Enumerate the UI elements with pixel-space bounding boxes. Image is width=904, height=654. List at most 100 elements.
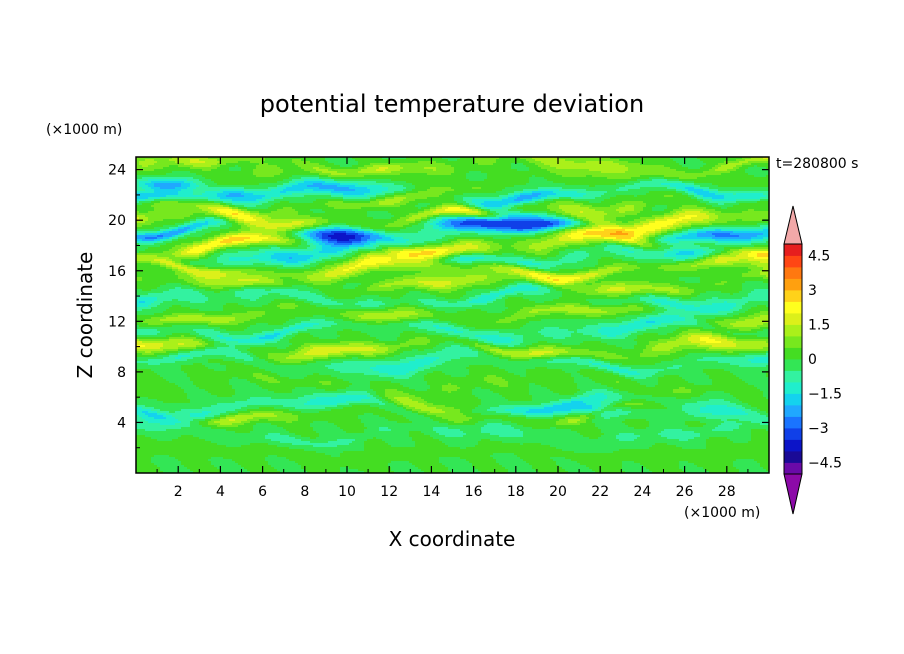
- contour-cell: [766, 187, 769, 190]
- contour-cell: [307, 189, 311, 192]
- contour-cell: [760, 189, 764, 192]
- contour-cell: [178, 195, 182, 198]
- contour-cell: [157, 189, 161, 192]
- contour-cell: [274, 193, 278, 196]
- contour-cell: [766, 199, 769, 202]
- contour-cell: [412, 157, 416, 160]
- contour-cell: [244, 163, 248, 166]
- contour-cell: [508, 165, 512, 168]
- contour-cell: [670, 159, 674, 162]
- contour-cell: [667, 173, 671, 176]
- contour-cell: [349, 203, 353, 206]
- contour-cell: [370, 191, 374, 194]
- contour-cell: [445, 181, 449, 184]
- contour-cell: [559, 163, 563, 166]
- contour-cell: [538, 177, 542, 180]
- contour-cell: [448, 161, 452, 164]
- contour-cell: [469, 165, 473, 168]
- contour-cell: [283, 159, 287, 162]
- contour-cell: [388, 187, 392, 190]
- contour-cell: [499, 169, 503, 172]
- contour-cell: [745, 199, 749, 202]
- contour-cell: [157, 163, 161, 166]
- contour-cell: [400, 195, 404, 198]
- contour-cell: [187, 177, 191, 180]
- contour-cell: [295, 203, 299, 206]
- contour-cell: [184, 167, 188, 170]
- contour-cell: [202, 159, 206, 162]
- contour-cell: [313, 179, 317, 182]
- contour-cell: [754, 163, 758, 166]
- contour-cell: [589, 187, 593, 190]
- contour-cell: [508, 197, 512, 200]
- contour-cell: [571, 171, 575, 174]
- contour-cell: [631, 181, 635, 184]
- contour-cell: [607, 169, 611, 172]
- contour-cell: [364, 189, 368, 192]
- contour-cell: [466, 185, 470, 188]
- contour-cell: [211, 159, 215, 162]
- contour-cell: [598, 201, 602, 204]
- contour-cell: [724, 175, 728, 178]
- contour-cell: [208, 183, 212, 186]
- contour-cell: [145, 197, 149, 200]
- contour-cell: [634, 199, 638, 202]
- contour-cell: [703, 191, 707, 194]
- contour-cell: [526, 201, 530, 204]
- contour-cell: [625, 171, 629, 174]
- contour-cell: [595, 173, 599, 176]
- contour-cell: [283, 169, 287, 172]
- contour-cell: [520, 195, 524, 198]
- contour-cell: [625, 167, 629, 170]
- contour-cell: [295, 177, 299, 180]
- contour-cell: [523, 165, 527, 168]
- contour-cell: [274, 157, 278, 160]
- contour-cell: [583, 193, 587, 196]
- contour-cell: [679, 187, 683, 190]
- contour-cell: [223, 203, 227, 206]
- contour-cell: [421, 193, 425, 196]
- contour-cell: [136, 201, 140, 204]
- contour-cell: [403, 169, 407, 172]
- contour-cell: [169, 179, 173, 182]
- contour-cell: [334, 195, 338, 198]
- contour-cell: [460, 183, 464, 186]
- contour-cell: [154, 173, 158, 176]
- contour-cell: [760, 161, 764, 164]
- contour-cell: [472, 203, 476, 206]
- contour-cell: [448, 175, 452, 178]
- contour-cell: [445, 191, 449, 194]
- contour-cell: [658, 187, 662, 190]
- contour-cell: [667, 165, 671, 168]
- contour-cell: [283, 165, 287, 168]
- contour-cell: [250, 203, 254, 206]
- contour-cell: [598, 197, 602, 200]
- contour-cell: [499, 161, 503, 164]
- contour-cell: [271, 169, 275, 172]
- contour-cell: [661, 179, 665, 182]
- contour-cell: [523, 199, 527, 202]
- contour-cell: [565, 167, 569, 170]
- contour-cell: [580, 187, 584, 190]
- contour-cell: [163, 159, 167, 162]
- contour-cell: [694, 189, 698, 192]
- contour-cell: [478, 189, 482, 192]
- contour-cell: [265, 199, 269, 202]
- contour-cell: [310, 161, 314, 164]
- contour-cell: [358, 175, 362, 178]
- contour-cell: [745, 163, 749, 166]
- contour-cell: [475, 167, 479, 170]
- contour-cell: [613, 175, 617, 178]
- contour-cell: [205, 157, 209, 160]
- contour-cell: [718, 201, 722, 204]
- contour-cell: [718, 193, 722, 196]
- contour-cell: [703, 167, 707, 170]
- contour-cell: [676, 187, 680, 190]
- contour-cell: [694, 193, 698, 196]
- contour-cell: [316, 159, 320, 162]
- contour-cell: [742, 163, 746, 166]
- contour-cell: [340, 161, 344, 164]
- contour-cell: [682, 165, 686, 168]
- contour-cell: [559, 177, 563, 180]
- contour-cell: [184, 159, 188, 162]
